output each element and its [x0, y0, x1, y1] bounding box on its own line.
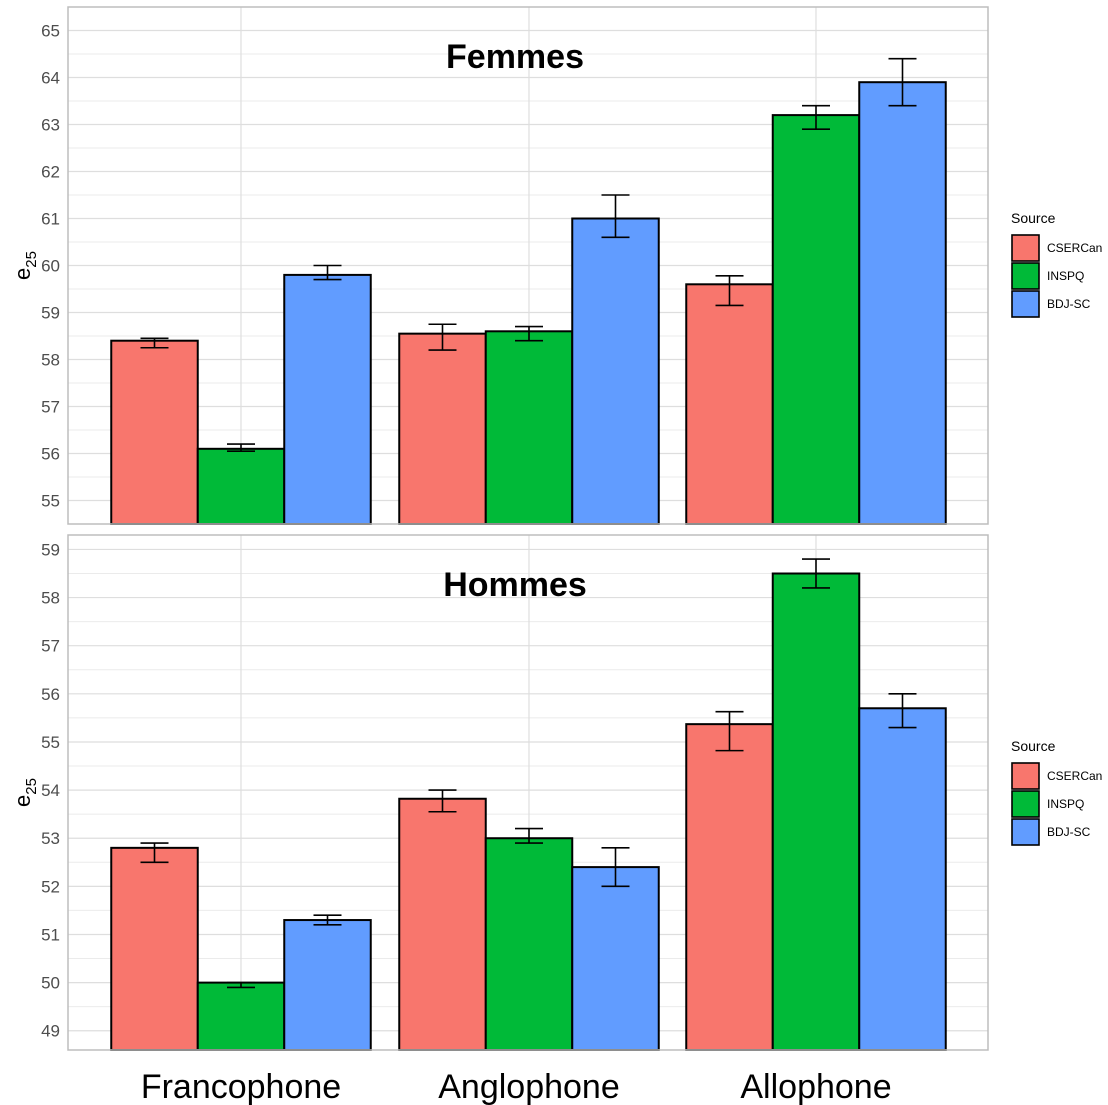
y-tick-label: 57	[41, 637, 60, 656]
x-category-label: Allophone	[740, 1068, 891, 1105]
y-tick-label: 56	[41, 445, 60, 464]
error-bar	[515, 325, 543, 342]
panel-hommes: 49 50 51 52 53 54 55 56 57 58 59 Hommes e25 Source CSE…	[10, 534, 1102, 1052]
bar-csercan-francophone	[110, 339, 199, 526]
legend-label-bdj-sc: BDJ-SC	[1047, 825, 1091, 839]
bar-bdj-sc-anglophone	[571, 866, 660, 1051]
bar-inspq-allophone	[771, 572, 861, 1052]
y-tick-label: 60	[41, 257, 60, 276]
error-bar	[313, 264, 342, 281]
error-bar	[715, 710, 744, 752]
panel-title: Femmes	[446, 38, 584, 76]
legend-label-bdj-sc: BDJ-SC	[1047, 297, 1091, 311]
error-bar	[802, 104, 830, 130]
legend-key-bdj-sc	[1011, 818, 1040, 846]
error-bar	[888, 693, 917, 729]
error-bar	[802, 558, 830, 589]
legend-label-inspq: INSPQ	[1047, 269, 1084, 283]
y-axis-label-subscript: 25	[23, 778, 40, 795]
bar-csercan-anglophone	[398, 332, 487, 525]
legend-key-csercan	[1011, 234, 1040, 262]
y-tick-label: 58	[41, 351, 60, 370]
error-bar	[140, 842, 169, 864]
y-tick-label: 52	[41, 877, 60, 896]
bar-bdj-sc-anglophone	[571, 217, 660, 525]
bar-inspq-francophone	[196, 981, 286, 1051]
error-bar	[313, 914, 342, 926]
error-bar	[227, 443, 255, 452]
x-category-label: Anglophone	[438, 1068, 620, 1105]
y-tick-label: 54	[41, 781, 60, 800]
y-tick-label: 61	[41, 210, 60, 229]
y-axis-label-subscript: 25	[23, 251, 40, 268]
bar-csercan-anglophone	[398, 797, 487, 1052]
y-tick-label: 63	[41, 116, 60, 135]
y-tick-label: 50	[41, 974, 60, 993]
y-tick-label: 59	[41, 304, 60, 323]
error-bar	[140, 337, 169, 349]
y-tick-label: 65	[41, 22, 60, 41]
y-tick-label: 64	[41, 69, 60, 88]
y-tick-label: 58	[41, 589, 60, 608]
bar-bdj-sc-allophone	[858, 707, 947, 1052]
legend-label-csercan: CSERCan	[1047, 241, 1102, 255]
error-bar	[227, 981, 255, 989]
y-tick-label: 56	[41, 685, 60, 704]
legend-key-inspq	[1011, 262, 1040, 290]
error-bar	[428, 323, 457, 351]
legend-title: Source	[1011, 738, 1056, 754]
y-tick-label: 49	[41, 1022, 60, 1041]
y-tick-label: 59	[41, 540, 60, 559]
bar-inspq-francophone	[196, 447, 286, 525]
y-tick-label: 57	[41, 398, 60, 417]
bar-inspq-anglophone	[484, 330, 574, 525]
panel-title: Hommes	[443, 566, 587, 604]
bar-csercan-allophone	[685, 723, 774, 1052]
error-bar	[515, 827, 543, 844]
y-tick-label: 51	[41, 925, 60, 944]
bar-csercan-allophone	[685, 283, 774, 525]
y-tick-label: 55	[41, 733, 60, 752]
y-tick-label: 62	[41, 163, 60, 182]
panel-femmes: 55 56 57 58 59 60 61 62 63 64 65 Femmes e25 Source CSE…	[10, 6, 1102, 526]
bar-bdj-sc-francophone	[283, 919, 372, 1052]
x-category-label: Francophone	[141, 1068, 341, 1105]
y-axis-label: e25	[10, 251, 40, 280]
bar-csercan-francophone	[110, 846, 199, 1051]
legend-label-csercan: CSERCan	[1047, 769, 1102, 783]
error-bar	[601, 194, 630, 239]
legend: Source CSERCan INSPQ BDJ-SC	[1011, 738, 1102, 846]
bar-inspq-anglophone	[484, 837, 574, 1051]
legend-key-csercan	[1011, 762, 1040, 790]
error-bar	[715, 275, 744, 307]
y-axis-label-base: e	[10, 268, 35, 280]
legend-title: Source	[1011, 210, 1056, 226]
error-bar	[601, 847, 630, 888]
bar-bdj-sc-allophone	[858, 81, 947, 525]
error-bar	[888, 57, 917, 107]
error-bar	[428, 789, 457, 813]
y-axis-label: e25	[10, 778, 40, 807]
legend-key-inspq	[1011, 790, 1040, 818]
y-axis-label-base: e	[10, 795, 35, 807]
legend: Source CSERCan INSPQ BDJ-SC	[1011, 210, 1102, 318]
bar-bdj-sc-francophone	[283, 273, 372, 525]
panel-border	[67, 534, 989, 1051]
legend-key-bdj-sc	[1011, 290, 1040, 318]
y-tick-label: 55	[41, 492, 60, 511]
bar-inspq-allophone	[771, 114, 861, 525]
legend-label-inspq: INSPQ	[1047, 797, 1084, 811]
panel-border	[67, 6, 989, 525]
y-tick-label: 53	[41, 829, 60, 848]
